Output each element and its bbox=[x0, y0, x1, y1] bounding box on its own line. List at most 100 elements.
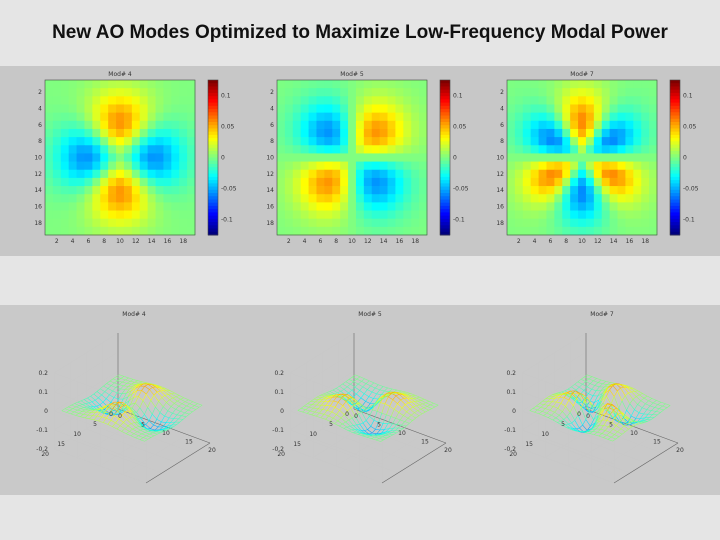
heatmap-cell bbox=[60, 153, 70, 162]
mesh-line bbox=[553, 394, 557, 397]
mesh-line bbox=[385, 428, 390, 432]
mesh-line bbox=[356, 423, 360, 426]
colorbar-swatch bbox=[670, 222, 680, 226]
mesh-line bbox=[176, 414, 182, 416]
heatmap-cell bbox=[100, 128, 109, 138]
mesh-line bbox=[387, 430, 391, 433]
heatmap-cell bbox=[585, 96, 595, 105]
mesh-line bbox=[642, 393, 648, 397]
mesh-line bbox=[124, 425, 129, 429]
mesh-line bbox=[84, 414, 89, 419]
colorbar-swatch bbox=[440, 202, 450, 207]
heatmap-cell bbox=[84, 169, 93, 179]
heatmap-cell bbox=[617, 112, 626, 122]
y-tick-label: 16 bbox=[496, 203, 504, 210]
heatmap-cell bbox=[538, 177, 547, 187]
heatmap-cell bbox=[324, 226, 333, 236]
z-tick-label: -0.1 bbox=[504, 427, 516, 434]
heatmap-cell bbox=[387, 210, 396, 220]
heatmap-cell bbox=[277, 210, 286, 220]
mesh-line bbox=[136, 418, 140, 423]
surface-panel-mode-4: Mod# 4 0.2 0.1 0 -0.1 -0.2 0 5 10 15 20 0 5 10 15 20 bbox=[14, 308, 234, 488]
heatmap-cell bbox=[52, 80, 62, 89]
heatmap-cell bbox=[277, 177, 286, 187]
heatmap-cell bbox=[116, 145, 125, 154]
colorbar-swatch bbox=[440, 99, 450, 104]
heatmap-cell bbox=[585, 112, 595, 122]
mesh-line bbox=[127, 407, 133, 410]
mesh-line bbox=[568, 399, 574, 407]
mesh-line bbox=[125, 404, 131, 408]
mesh-line bbox=[168, 413, 173, 419]
mesh-line bbox=[358, 413, 364, 424]
mesh-line bbox=[339, 383, 343, 387]
heatmap-cell bbox=[155, 112, 164, 122]
mesh-line bbox=[316, 395, 321, 398]
colorbar-tick-label: 0 bbox=[683, 155, 687, 162]
heatmap-cell bbox=[277, 202, 286, 211]
mesh-line bbox=[415, 395, 420, 398]
heatmap-cell bbox=[371, 194, 381, 203]
mesh-line bbox=[546, 409, 551, 414]
mesh-line bbox=[602, 381, 606, 385]
mesh-line bbox=[365, 396, 370, 402]
mesh-line bbox=[114, 380, 118, 384]
mesh-line bbox=[186, 405, 192, 409]
mesh-line bbox=[597, 390, 602, 397]
heatmap-cell bbox=[554, 202, 563, 211]
heatmap-cell bbox=[609, 137, 618, 146]
colorbar-swatch bbox=[670, 92, 680, 97]
mesh-line bbox=[91, 399, 96, 403]
heatmap-cell bbox=[292, 128, 302, 138]
heatmap-cell bbox=[649, 161, 658, 171]
mesh-line bbox=[339, 425, 344, 429]
heatmap-cell bbox=[163, 177, 172, 187]
surface-axes-box bbox=[289, 332, 447, 484]
heatmap-cell bbox=[570, 112, 579, 122]
heatmap-cell bbox=[530, 104, 539, 114]
heatmap-cell bbox=[76, 137, 85, 146]
mesh-line bbox=[612, 385, 618, 392]
mesh-line bbox=[153, 419, 158, 426]
x-tick-label: 10 bbox=[162, 430, 170, 437]
heatmap-cell bbox=[395, 169, 404, 179]
mesh-line bbox=[376, 402, 381, 412]
mesh-line bbox=[142, 400, 148, 408]
mesh-line bbox=[331, 407, 336, 413]
heatmap-cell bbox=[585, 202, 595, 211]
heatmap-cell bbox=[617, 202, 626, 211]
mesh-line bbox=[375, 438, 380, 441]
heatmap-cell bbox=[538, 153, 547, 162]
mesh-line bbox=[332, 388, 337, 391]
heatmap-frame bbox=[506, 79, 658, 236]
heatmap-cell bbox=[530, 112, 539, 122]
heatmap-cell bbox=[371, 112, 381, 122]
mesh-line bbox=[161, 421, 167, 423]
heatmap-cell bbox=[538, 161, 547, 171]
colorbar-swatch bbox=[440, 128, 450, 133]
mesh-line bbox=[68, 406, 73, 409]
colorbar-swatch bbox=[670, 209, 680, 213]
heatmap-cell bbox=[324, 177, 333, 187]
mesh-line bbox=[168, 393, 172, 395]
mesh-line bbox=[400, 398, 404, 401]
heatmap-cell bbox=[52, 104, 62, 114]
heatmap-cell bbox=[546, 112, 555, 122]
mesh-line bbox=[630, 421, 636, 426]
colorbar-swatch bbox=[208, 144, 218, 149]
mesh-line bbox=[143, 429, 149, 432]
mesh-line bbox=[101, 394, 107, 399]
mesh-line bbox=[567, 392, 573, 395]
mesh-line bbox=[565, 399, 570, 407]
mesh-line bbox=[91, 409, 95, 413]
heatmap-cell bbox=[131, 169, 141, 179]
heatmap-cell bbox=[554, 120, 563, 130]
mesh-line bbox=[128, 393, 133, 401]
colorbar-swatch bbox=[670, 193, 680, 197]
grid-line bbox=[553, 428, 647, 464]
colorbar-swatch bbox=[208, 80, 218, 84]
heatmap-cell bbox=[625, 137, 634, 146]
mesh-line bbox=[330, 400, 334, 406]
mesh-line bbox=[561, 424, 566, 426]
heatmap-cell bbox=[139, 128, 149, 138]
